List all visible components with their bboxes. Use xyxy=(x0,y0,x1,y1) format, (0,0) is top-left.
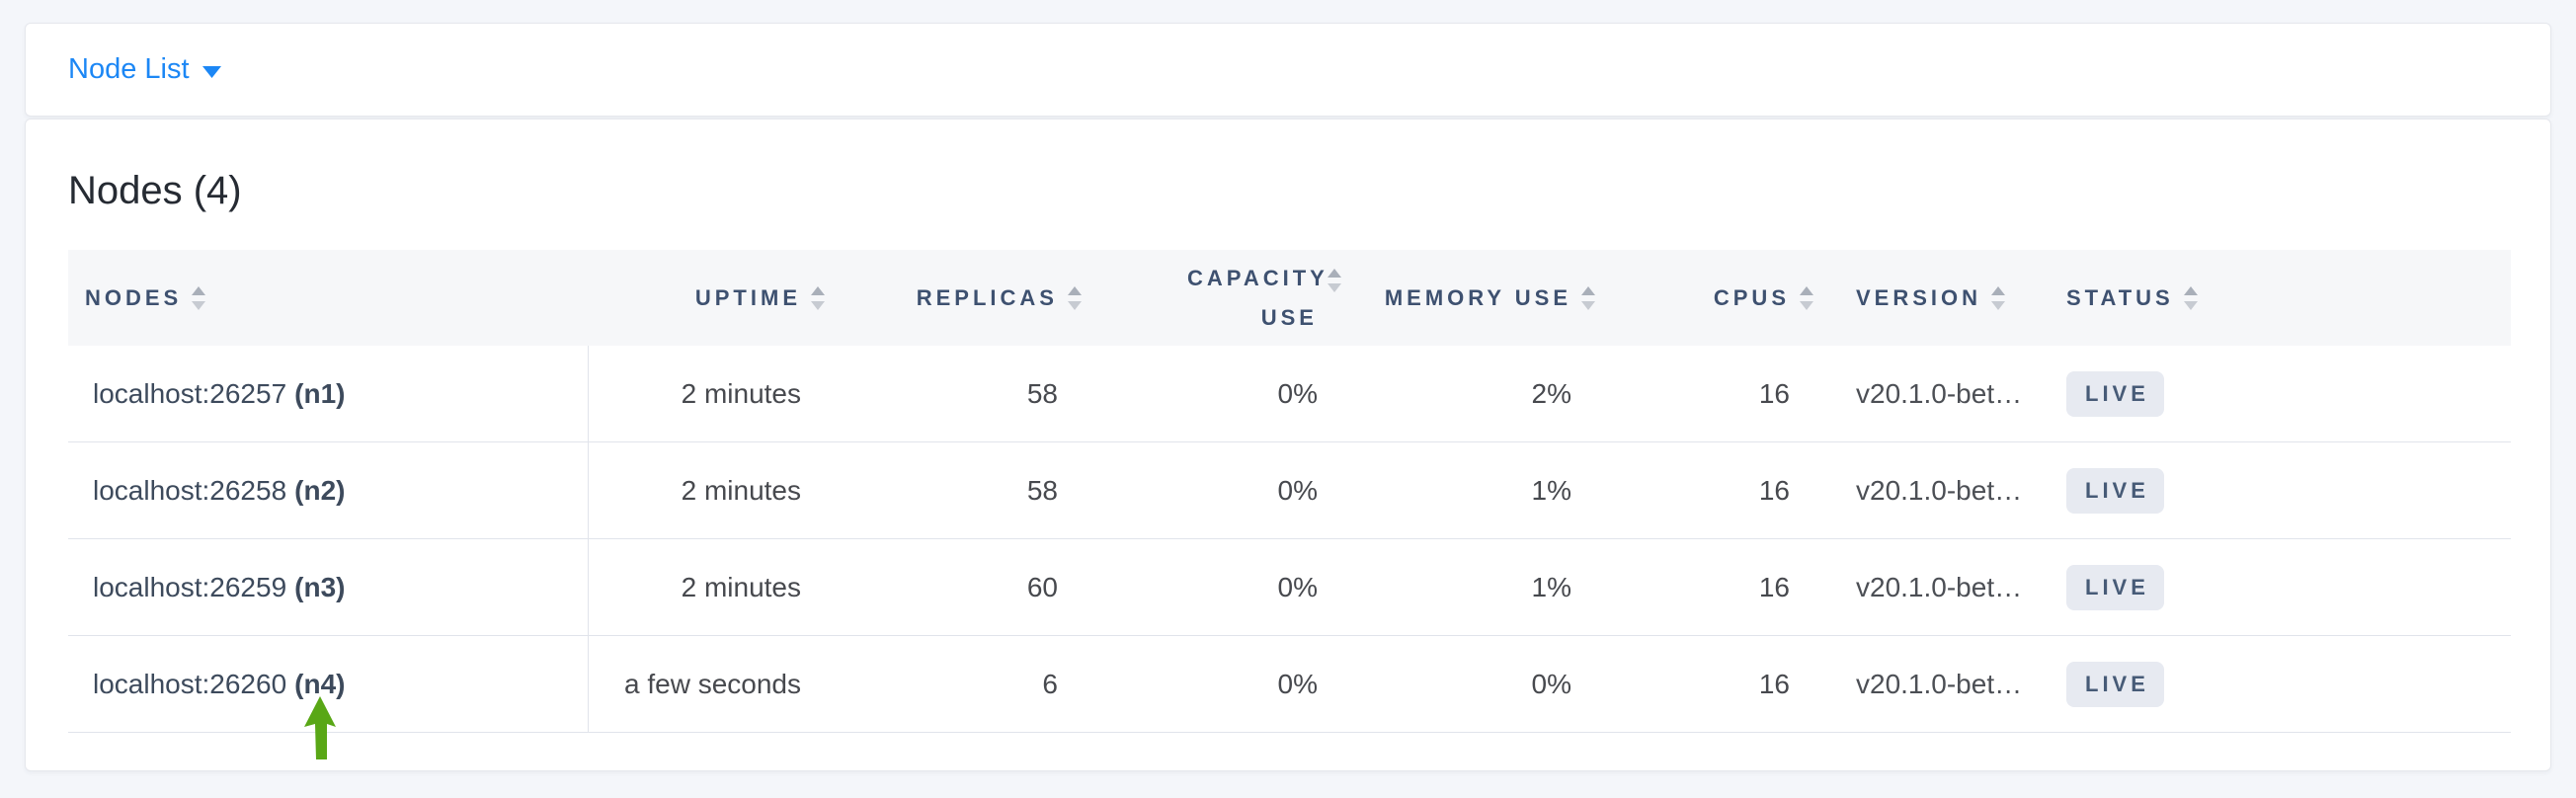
node-id: (n2) xyxy=(294,474,346,506)
uptime-cell: a few seconds xyxy=(624,668,801,699)
column-header-cpus[interactable]: CPUS xyxy=(1596,250,1814,346)
memory-use-cell: 2% xyxy=(1531,377,1571,409)
replicas-cell: 6 xyxy=(1042,668,1058,699)
uptime-cell: 2 minutes xyxy=(681,571,801,602)
view-selector-dropdown[interactable]: Node List xyxy=(68,53,221,86)
version-cell: v20.1.0-bet… xyxy=(1856,377,2023,409)
uptime-cell: 2 minutes xyxy=(681,377,801,409)
replicas-cell: 58 xyxy=(1026,377,1058,409)
page-title: Nodes (4) xyxy=(68,169,242,212)
replicas-cell: 60 xyxy=(1026,571,1058,602)
sort-icon xyxy=(2183,285,2198,310)
column-header-capacity-use[interactable]: CAPACITY USE xyxy=(1083,250,1342,346)
cpus-cell: 16 xyxy=(1758,377,1790,409)
view-selector-bar: Node List xyxy=(25,23,2551,117)
column-header-uptime[interactable]: UPTIME xyxy=(589,250,826,346)
table-row-node-3[interactable]: localhost:26259 (n3) 2 minutes 60 0% 1% … xyxy=(68,539,2511,636)
node-address: localhost:26257 xyxy=(93,377,287,409)
chevron-down-icon xyxy=(201,65,221,78)
node-list-table: NODES UPTIME REPLICAS CAPACITY USE MEMOR… xyxy=(68,250,2511,733)
capacity-use-cell: 0% xyxy=(1277,377,1318,409)
column-header-nodes[interactable]: NODES xyxy=(68,250,589,346)
node-address-cell: localhost:26257 (n1) xyxy=(68,346,589,441)
cpus-cell: 16 xyxy=(1758,474,1790,506)
table-row-node-4[interactable]: localhost:26260 (n4) a few seconds 6 0% … xyxy=(68,636,2511,733)
capacity-use-cell: 0% xyxy=(1277,571,1318,602)
sort-icon xyxy=(1581,285,1595,310)
column-header-replicas[interactable]: REPLICAS xyxy=(826,250,1083,346)
view-selector-label: Node List xyxy=(68,53,190,85)
version-cell: v20.1.0-bet… xyxy=(1856,571,2023,602)
status-cell: LIVE xyxy=(2037,539,2511,635)
column-header-status[interactable]: STATUS xyxy=(2037,250,2511,346)
column-header-memory-use[interactable]: MEMORY USE xyxy=(1342,250,1596,346)
sort-icon xyxy=(1068,285,1082,310)
cpus-cell: 16 xyxy=(1758,668,1790,699)
nodes-card: Nodes (4) NODES UPTIME REPLICAS CAPACITY… xyxy=(25,119,2551,771)
table-row-node-1[interactable]: localhost:26257 (n1) 2 minutes 58 0% 2% … xyxy=(68,346,2511,442)
node-address: localhost:26258 xyxy=(93,474,287,506)
node-address-cell: localhost:26259 (n3) xyxy=(68,539,589,635)
capacity-use-cell: 0% xyxy=(1277,668,1318,699)
memory-use-cell: 0% xyxy=(1531,668,1571,699)
column-header-version[interactable]: VERSION xyxy=(1814,250,2037,346)
node-address: localhost:26259 xyxy=(93,571,287,602)
cpus-cell: 16 xyxy=(1758,571,1790,602)
status-cell: LIVE xyxy=(2037,346,2511,441)
sort-icon xyxy=(1328,269,1341,292)
table-row-node-2[interactable]: localhost:26258 (n2) 2 minutes 58 0% 1% … xyxy=(68,442,2511,539)
memory-use-cell: 1% xyxy=(1531,474,1571,506)
version-cell: v20.1.0-bet… xyxy=(1856,668,2023,699)
status-cell: LIVE xyxy=(2037,442,2511,538)
sort-icon xyxy=(811,285,825,310)
status-badge: LIVE xyxy=(2066,564,2164,610)
sort-icon xyxy=(1800,285,1813,310)
table-header-row: NODES UPTIME REPLICAS CAPACITY USE MEMOR… xyxy=(68,250,2511,346)
status-cell: LIVE xyxy=(2037,636,2511,732)
sort-icon xyxy=(192,285,206,310)
node-id: (n4) xyxy=(294,668,346,699)
version-cell: v20.1.0-bet… xyxy=(1856,474,2023,506)
node-address-cell: localhost:26260 (n4) xyxy=(68,636,589,732)
replicas-cell: 58 xyxy=(1026,474,1058,506)
status-badge: LIVE xyxy=(2066,467,2164,514)
memory-use-cell: 1% xyxy=(1531,571,1571,602)
status-badge: LIVE xyxy=(2066,661,2164,707)
uptime-cell: 2 minutes xyxy=(681,474,801,506)
node-address-cell: localhost:26258 (n2) xyxy=(68,442,589,538)
node-address: localhost:26260 xyxy=(93,668,287,699)
status-badge: LIVE xyxy=(2066,370,2164,417)
green-up-arrow-annotation xyxy=(304,696,336,759)
sort-icon xyxy=(1991,285,2006,310)
capacity-use-cell: 0% xyxy=(1277,474,1318,506)
node-id: (n1) xyxy=(294,377,346,409)
node-id: (n3) xyxy=(294,571,346,602)
